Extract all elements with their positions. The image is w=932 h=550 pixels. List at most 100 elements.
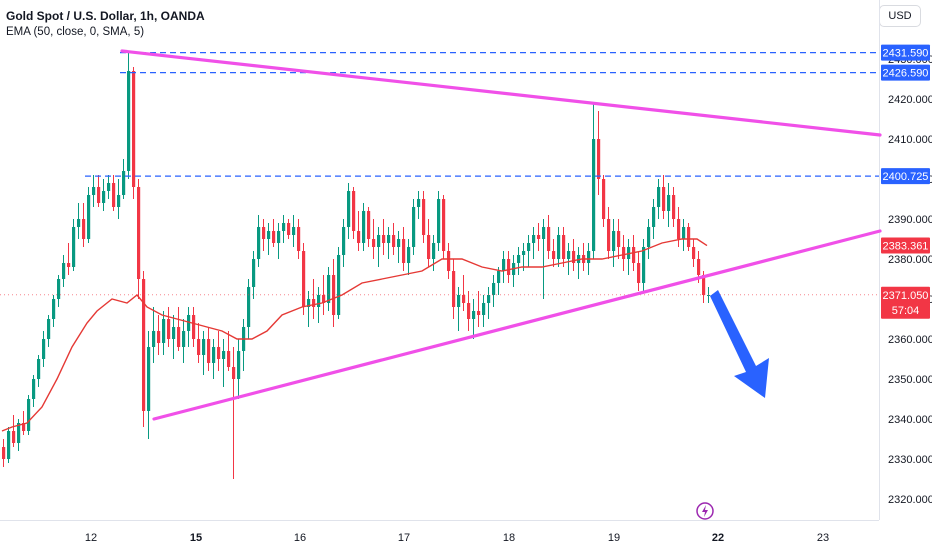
price-label-badge <box>881 168 930 185</box>
candle-body <box>412 207 416 247</box>
candle-body <box>7 431 11 459</box>
countdown-text: 57:04 <box>892 305 920 317</box>
candle <box>622 235 626 271</box>
horizontal-levels-layer <box>0 52 879 296</box>
candle-body <box>252 259 256 287</box>
candle <box>297 219 301 259</box>
candle-body <box>107 183 111 191</box>
candle <box>182 319 186 363</box>
candle <box>312 279 316 319</box>
candle-body <box>557 235 561 259</box>
candle-body <box>257 227 261 259</box>
candle-body <box>62 263 66 279</box>
resistance-trendline[interactable] <box>120 49 882 137</box>
candle-body <box>232 367 236 379</box>
candle-body <box>92 187 96 195</box>
indicator-legend[interactable]: EMA (50, close, 0, SMA, 5) <box>6 26 145 38</box>
candle-body <box>27 399 31 431</box>
candle-body <box>132 71 136 187</box>
candle <box>152 307 156 363</box>
price-label-text: 2383.361 <box>883 241 929 253</box>
candle-body <box>302 251 306 307</box>
candle <box>357 211 361 251</box>
candle <box>252 251 256 299</box>
candle <box>227 331 231 371</box>
candle <box>272 219 276 247</box>
candle <box>487 287 491 319</box>
price-axis[interactable]: 2320.000 2330.000 2340.000 2350.000 2360.000… <box>888 54 932 506</box>
candle-body <box>427 235 431 259</box>
candle-body <box>637 263 641 283</box>
candle <box>372 219 376 259</box>
candle-body <box>2 447 6 459</box>
candle <box>52 295 56 327</box>
candle-body <box>372 239 376 247</box>
candle <box>232 347 236 479</box>
candle-body <box>672 195 676 219</box>
candle-body <box>117 195 121 207</box>
candle <box>77 203 81 239</box>
ema-line <box>1 238 708 432</box>
time-axis[interactable]: 12 15 16 17 18 19 22 23 <box>85 532 829 544</box>
candle-body <box>587 251 591 263</box>
candle <box>147 331 151 439</box>
candle-body <box>457 295 461 307</box>
candle-body <box>552 251 556 259</box>
lightning-icon[interactable] <box>696 502 714 520</box>
candle <box>582 243 586 271</box>
candle-body <box>472 311 476 319</box>
candle-body <box>677 219 681 239</box>
candle <box>322 275 326 315</box>
support-trendline[interactable] <box>152 229 882 421</box>
candle-body <box>382 235 386 243</box>
candle <box>162 311 166 355</box>
price-label-text: 2400.725 <box>883 171 929 183</box>
candle <box>192 307 196 347</box>
candle-body <box>407 247 411 263</box>
candle <box>482 295 486 327</box>
candle-body <box>102 191 106 203</box>
candle <box>327 267 331 311</box>
trendlines-layer <box>120 49 882 421</box>
candle-body <box>652 207 656 227</box>
candle-body <box>442 199 446 251</box>
candle <box>12 415 16 447</box>
time-tick-label: 12 <box>85 532 97 544</box>
candle <box>557 227 561 267</box>
candle <box>532 227 536 259</box>
candle <box>102 179 106 211</box>
candle-body <box>607 219 611 251</box>
candle <box>472 299 476 339</box>
lightning-icon-bolt <box>702 505 708 517</box>
candle <box>667 183 671 227</box>
candle-body <box>262 227 266 239</box>
candle <box>307 291 311 327</box>
candle-body <box>52 299 56 319</box>
candle <box>412 199 416 255</box>
candle <box>32 375 36 407</box>
candle-body <box>462 295 466 303</box>
candle <box>7 427 11 463</box>
candle-body <box>467 303 471 319</box>
price-label-text: 2431.590 <box>883 48 929 60</box>
price-tick-label: 2380.000 <box>888 254 932 266</box>
candle <box>367 207 371 247</box>
candle <box>202 331 206 375</box>
candle-body <box>617 231 621 247</box>
candle-body <box>182 331 186 347</box>
candle <box>207 327 211 371</box>
candle-body <box>277 231 281 243</box>
candle-body <box>597 139 601 179</box>
price-tick-label: 2390.000 <box>888 214 932 226</box>
candle-body <box>122 171 126 195</box>
candle <box>607 207 611 259</box>
price-tick-label: 2320.000 <box>888 494 932 506</box>
candle <box>332 259 336 327</box>
candle-body <box>287 223 291 235</box>
annotations-layer <box>696 290 769 520</box>
candle-body <box>492 283 496 295</box>
candle <box>62 255 66 287</box>
candle-body <box>147 347 151 411</box>
candle <box>237 339 241 399</box>
